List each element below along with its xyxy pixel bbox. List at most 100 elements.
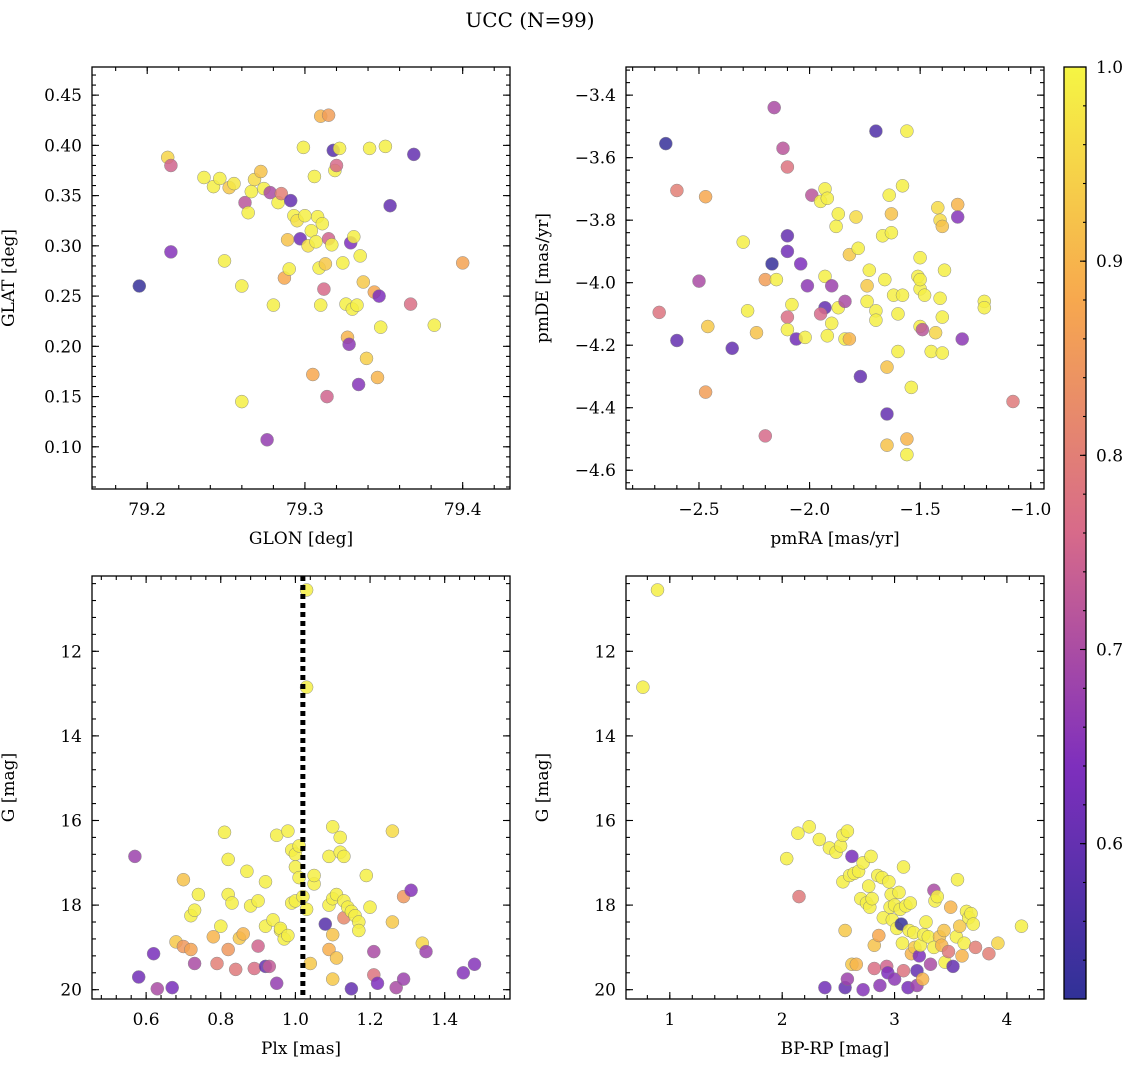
scatter-point: [235, 394, 249, 409]
scatter-point: [427, 318, 442, 332]
scatter-point: [867, 961, 882, 976]
scatter-point: [306, 367, 320, 382]
scatter-point: [241, 205, 255, 220]
scatter-point: [315, 216, 330, 231]
x-tick-label: 79.4: [444, 500, 482, 520]
scatter-point: [191, 887, 206, 902]
scatter-point: [891, 344, 905, 359]
scatter-point: [943, 900, 958, 914]
scatter-point: [849, 210, 863, 224]
scatter-point: [404, 883, 418, 898]
scatter-point: [895, 288, 910, 302]
scatter-point: [378, 139, 393, 154]
scatter-point: [769, 272, 784, 287]
scatter-point: [650, 583, 665, 597]
colorbar-tick-label: 0.7: [1096, 641, 1123, 661]
scatter-point: [813, 307, 828, 321]
scatter-point: [332, 141, 347, 156]
scatter-point: [950, 872, 965, 887]
scatter-point: [882, 875, 896, 889]
scatter-point: [818, 269, 832, 284]
y-tick-label: 0.15: [44, 388, 82, 408]
scatter-point: [818, 980, 832, 995]
scatter-point: [283, 193, 298, 208]
scatter-point: [385, 915, 400, 929]
scatter-point: [853, 369, 868, 384]
scatter-point: [950, 210, 965, 224]
y-tick-label: 18: [594, 896, 616, 916]
scatter-point: [862, 263, 877, 277]
x-tick-label: 1.4: [431, 1010, 458, 1030]
colorbar-tick-label: 0.6: [1096, 835, 1123, 855]
scatter-point: [274, 186, 289, 201]
scatter-point: [891, 307, 905, 321]
scatter-point: [318, 257, 333, 271]
scatter-point: [935, 346, 950, 360]
scatter-point: [146, 946, 161, 961]
scatter-point: [372, 289, 386, 303]
scatter-point: [217, 825, 232, 840]
scatter-point: [824, 316, 839, 331]
scatter-point: [873, 978, 887, 993]
scatter-point: [227, 176, 241, 191]
scatter-point: [251, 939, 265, 953]
scatter-point: [303, 956, 318, 971]
scatter-point: [225, 896, 239, 910]
scatter-point: [946, 959, 960, 974]
scatter-point: [887, 972, 902, 986]
scatter-point: [915, 972, 930, 986]
scatter-point: [370, 370, 385, 385]
scatter-point: [935, 310, 950, 324]
scatter-point: [780, 160, 795, 174]
scatter-point: [280, 233, 295, 247]
y-tick-label: −3.6: [575, 149, 616, 169]
scatter-point: [776, 141, 790, 156]
x-axis-label: Plx [mas]: [261, 1039, 341, 1059]
scatter-point: [840, 824, 855, 838]
x-tick-label: 0.6: [133, 1010, 160, 1030]
x-tick-label: −2.5: [678, 500, 719, 520]
scatter-point: [258, 875, 273, 889]
y-tick-label: 0.10: [44, 438, 82, 458]
scatter-point: [235, 279, 249, 293]
panel-glon-glat: 79.2 79.3 79.4 0.10 0.15 0.20 0.25 0.30 0.35 0.40…: [0, 66, 511, 549]
scatter-point: [878, 272, 892, 287]
scatter-point: [923, 957, 938, 972]
scatter-point: [780, 244, 795, 259]
y-tick-label: 20: [60, 981, 82, 1001]
scatter-point: [298, 208, 312, 223]
scatter-point: [309, 235, 323, 249]
scatter-point: [318, 917, 333, 931]
panel-plx-g: 0.6 0.8 1.0 1.2 1.4 12 14 16 18 20 Plx [mas] G [mag…: [0, 575, 511, 1059]
scatter-point: [373, 320, 388, 334]
scatter-point: [896, 963, 911, 978]
scatter-point: [952, 919, 967, 933]
scatter-point: [636, 680, 650, 694]
scatter-point: [991, 936, 1005, 950]
scatter-point: [820, 329, 835, 343]
points-group: [652, 100, 1020, 462]
scatter-point: [325, 972, 340, 986]
scatter-point: [884, 225, 899, 240]
scatter-point: [266, 298, 281, 312]
scatter-point: [966, 917, 980, 931]
scatter-point: [217, 254, 232, 268]
scatter-point: [333, 830, 347, 845]
x-tick-label: 1: [664, 1010, 675, 1030]
x-tick-label: 0.8: [207, 1010, 234, 1030]
axes-frame: [625, 575, 1045, 1000]
scatter-point: [793, 257, 808, 271]
scatter-point: [385, 824, 400, 838]
scatter-point: [307, 868, 321, 883]
scatter-point: [359, 868, 374, 883]
x-tick-label: 4: [1002, 1010, 1013, 1030]
scatter-point: [320, 389, 334, 404]
scatter-point: [780, 322, 795, 337]
scatter-point: [210, 956, 224, 971]
scatter-point: [184, 942, 198, 957]
scatter-point: [329, 158, 344, 173]
y-tick-label: −3.8: [575, 211, 616, 231]
y-axis-label: G [mag]: [0, 753, 19, 822]
scatter-point: [670, 333, 684, 348]
scatter-point: [131, 970, 146, 984]
